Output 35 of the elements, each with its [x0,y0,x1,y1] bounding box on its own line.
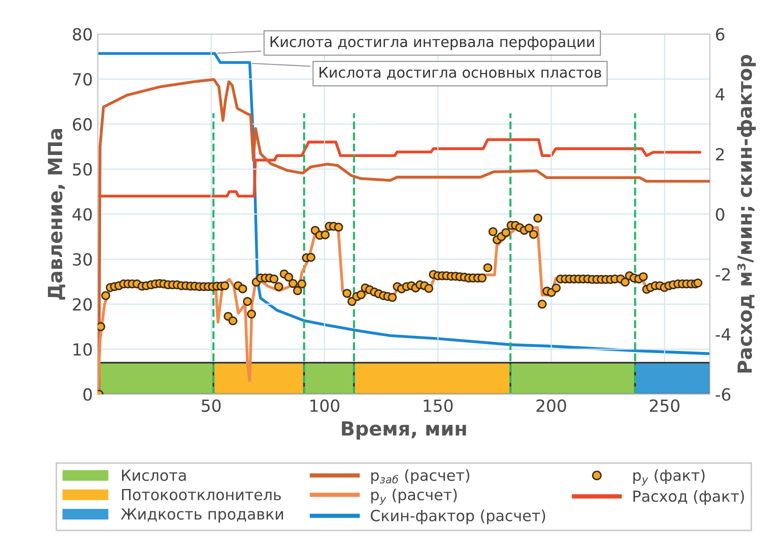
y-tick-label: 80 [72,28,92,41]
legend-label: Скин-фактор (расчет) [370,510,546,524]
y-tick-label: 10 [74,343,92,356]
line-series [98,52,710,356]
x-axis-title: Время, мин [342,421,466,440]
y2-tick-label: 0 [716,208,724,221]
y-axis-title: Давление, МПа [48,128,66,300]
y2-tick-label: 2 [716,148,724,160]
legend-label: p$_{у}$ (факт) [633,469,705,486]
annotation: Кислота достигла интервала перфорации [270,36,594,50]
legend-label: Жидкость продавки [120,508,283,523]
y2-tick-label: -2 [716,268,730,280]
y-tick-label: 20 [72,298,92,311]
x-tick-label: 250 [650,399,680,412]
y-tick-label: 70 [73,73,92,86]
y-tick-label: 50 [73,163,92,176]
x-tick-label: 200 [536,399,566,412]
legend-label: Расход (факт) [633,490,744,505]
y-tick-label: 0 [83,388,92,401]
legend-label: Потокоотклонитель [122,489,281,500]
x-tick-label: 50 [202,399,221,412]
y2-axis-title: Расход м³/мин; скин-фактор [736,54,756,372]
y2-tick-label: -4 [716,328,730,340]
legend-label: p$_{у}$ (расчет) [371,488,457,505]
y-tick-label: 60 [72,118,92,131]
y2-tick-label: 6 [716,28,724,41]
y-tick-label: 30 [72,253,92,266]
annotation: Кислота достигла основных пластов [320,67,602,80]
legend-label: p$_{заб}$ (расчет) [371,469,470,484]
y2-tick-label: 4 [716,88,724,100]
x-tick-label: 150 [424,399,453,412]
x-tick-label: 100 [310,399,340,412]
legend-label: Кислота [122,470,186,482]
y-tick-label: 40 [72,208,92,221]
y2-tick-label: -6 [716,388,730,401]
